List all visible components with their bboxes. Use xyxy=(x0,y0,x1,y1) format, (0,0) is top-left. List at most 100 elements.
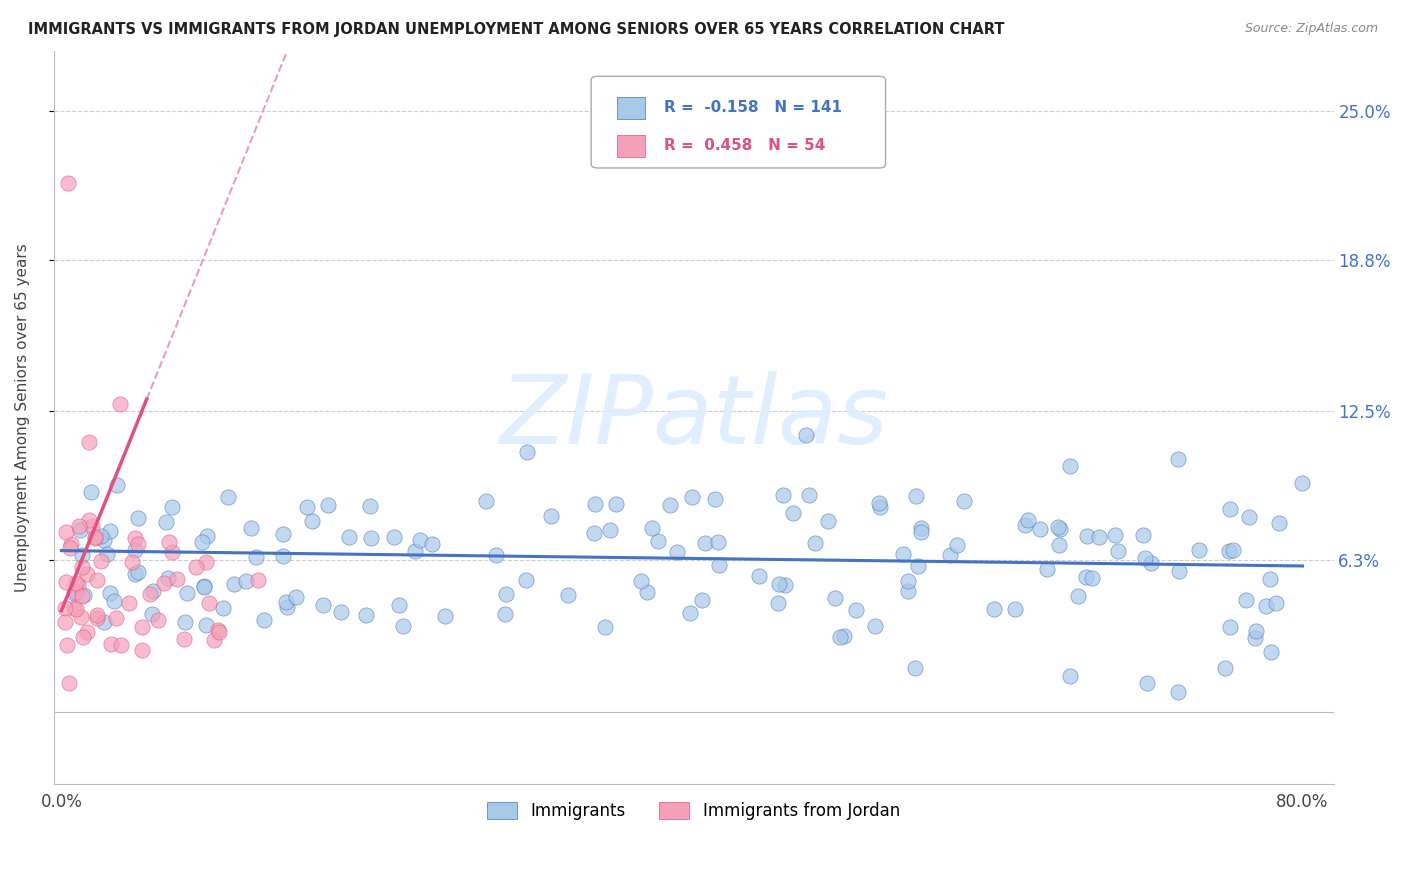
Point xyxy=(388,599,411,613)
Point xyxy=(73,588,96,602)
Point xyxy=(176,586,198,600)
Point xyxy=(1256,599,1278,613)
Point xyxy=(62,586,84,600)
Point xyxy=(217,490,239,504)
Point xyxy=(153,575,176,590)
Point xyxy=(276,595,298,609)
Point xyxy=(86,573,108,587)
Point xyxy=(768,577,790,591)
Point xyxy=(55,600,77,615)
Point xyxy=(84,531,107,545)
Text: R =  -0.158   N = 141: R = -0.158 N = 141 xyxy=(664,101,842,115)
Point xyxy=(160,500,183,514)
Point xyxy=(55,524,77,539)
Point xyxy=(1074,570,1097,584)
Point xyxy=(110,397,132,411)
Point xyxy=(65,602,87,616)
Point xyxy=(124,567,146,582)
Point xyxy=(983,602,1005,616)
Point xyxy=(1059,459,1081,474)
Point xyxy=(65,576,87,591)
Point xyxy=(817,514,839,528)
Point xyxy=(173,632,195,647)
Point xyxy=(1264,596,1286,610)
Point xyxy=(79,512,101,526)
Point xyxy=(494,607,516,621)
Point xyxy=(297,500,319,515)
Point xyxy=(392,619,415,633)
Point xyxy=(1260,644,1282,658)
Point xyxy=(1267,516,1289,531)
Point xyxy=(1047,538,1070,552)
Point xyxy=(1066,589,1088,603)
Point xyxy=(157,535,180,549)
Point xyxy=(897,584,920,599)
Point xyxy=(62,601,84,615)
Point xyxy=(768,596,790,610)
Point xyxy=(593,620,616,634)
Point xyxy=(782,506,804,520)
Point xyxy=(485,548,508,562)
Point xyxy=(89,529,111,543)
FancyBboxPatch shape xyxy=(617,97,645,119)
Point xyxy=(312,599,335,613)
Point xyxy=(647,533,669,548)
Point xyxy=(131,643,153,657)
Point xyxy=(360,531,382,545)
Point xyxy=(891,547,914,561)
Point xyxy=(86,611,108,625)
Point xyxy=(1258,572,1281,586)
Point xyxy=(146,613,169,627)
Point xyxy=(1140,556,1163,570)
Point xyxy=(318,498,340,512)
Point xyxy=(1104,527,1126,541)
Point xyxy=(105,478,128,492)
Point xyxy=(384,530,406,544)
Point xyxy=(404,544,426,558)
Point xyxy=(865,618,887,632)
Point xyxy=(155,516,177,530)
Point xyxy=(247,573,270,587)
Point xyxy=(72,589,94,603)
Point xyxy=(301,514,323,528)
Point xyxy=(222,577,245,591)
Point xyxy=(1219,620,1241,634)
Point xyxy=(824,591,846,605)
Point xyxy=(65,584,87,599)
Point xyxy=(100,637,122,651)
Point xyxy=(110,638,132,652)
Point xyxy=(905,489,928,503)
Point xyxy=(1046,519,1069,533)
Point xyxy=(1244,631,1267,645)
Point xyxy=(495,587,517,601)
Point xyxy=(773,578,796,592)
Point xyxy=(1080,571,1102,585)
Point xyxy=(184,560,207,574)
Point xyxy=(630,574,652,588)
Point xyxy=(59,536,82,550)
Point xyxy=(1246,624,1268,639)
Point xyxy=(70,610,93,624)
Point xyxy=(194,555,217,569)
Point xyxy=(240,521,263,535)
Point xyxy=(832,629,855,643)
Point xyxy=(640,521,662,535)
Point xyxy=(605,497,627,511)
Point xyxy=(1088,530,1111,544)
Point xyxy=(946,539,969,553)
Point xyxy=(422,537,444,551)
Point xyxy=(76,566,98,581)
Point xyxy=(803,536,825,550)
Point xyxy=(131,620,153,634)
Point xyxy=(56,638,79,652)
Point xyxy=(70,560,93,574)
Point xyxy=(90,554,112,568)
Point xyxy=(271,527,294,541)
Point xyxy=(515,573,537,587)
Point xyxy=(897,574,920,588)
Text: IMMIGRANTS VS IMMIGRANTS FROM JORDAN UNEMPLOYMENT AMONG SENIORS OVER 65 YEARS CO: IMMIGRANTS VS IMMIGRANTS FROM JORDAN UNE… xyxy=(28,22,1005,37)
Point xyxy=(845,603,868,617)
Point xyxy=(124,543,146,558)
Point xyxy=(72,630,94,644)
Point xyxy=(475,493,498,508)
